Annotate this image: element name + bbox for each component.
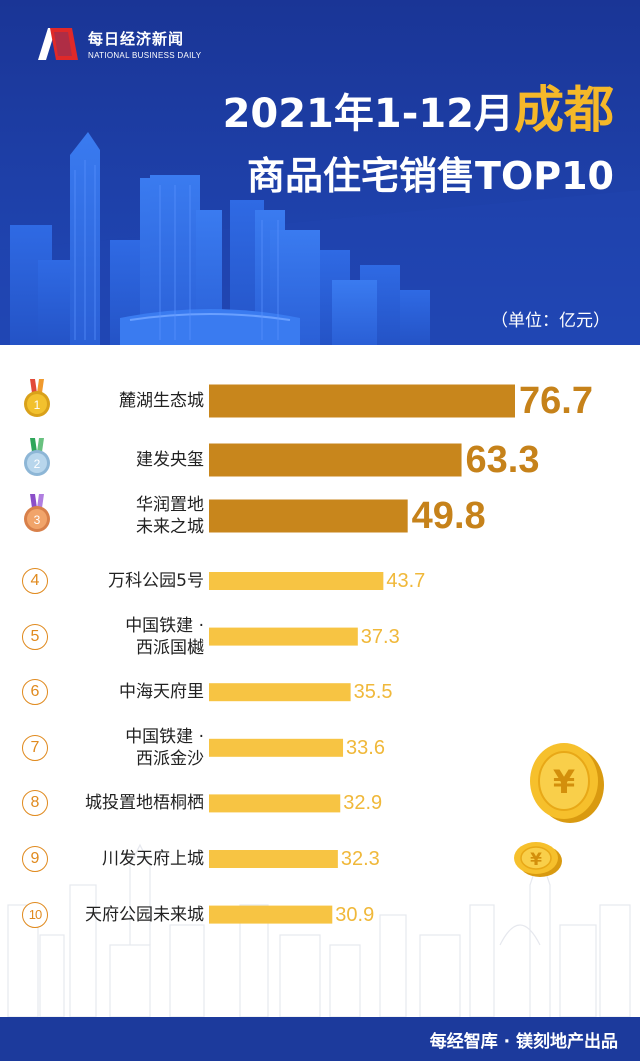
value-label-rank-6: 35.5 — [353, 681, 393, 704]
bar-rank-10 — [209, 905, 333, 924]
gold-coin-icon: ¥ — [530, 743, 604, 823]
title-city: 成都 — [514, 81, 614, 139]
category-label-rank-4: 万科公园5号 — [108, 571, 204, 591]
bronze-medal-icon: 3 — [24, 494, 50, 532]
bars-layer — [209, 384, 515, 924]
value-label-rank-1: 76.7 — [519, 380, 593, 422]
rank-number-5: 5 — [22, 623, 48, 650]
svg-text:1: 1 — [34, 398, 41, 412]
small-coin-icon: ¥ — [514, 842, 562, 877]
gold-medal-icon: 1 — [24, 379, 50, 417]
rank-number-8: 8 — [22, 790, 48, 817]
svg-text:¥: ¥ — [553, 763, 575, 801]
title-period: 2021年1-12月 — [222, 91, 514, 137]
category-label-rank-9: 川发天府上城 — [102, 849, 204, 869]
value-label-rank-5: 37.3 — [360, 625, 400, 648]
bar-rank-8 — [209, 794, 341, 813]
rank-number-10: 10 — [22, 901, 48, 928]
brand-name-cn: 每日经济新闻 — [88, 30, 185, 48]
rank-number-4: 4 — [22, 568, 48, 594]
svg-text:2: 2 — [34, 457, 41, 471]
category-label-rank-8: 城投置地梧桐栖 — [85, 793, 204, 814]
bar-rank-9 — [209, 850, 338, 868]
footer-bar: 每经智库 · 镁刻地产出品 — [0, 1017, 640, 1061]
bar-rank-1 — [209, 384, 515, 418]
category-label-rank-3: 华润置地 未来之城 — [136, 495, 204, 537]
value-label-rank-8: 32.9 — [343, 792, 383, 815]
value-label-rank-9: 32.3 — [340, 848, 380, 870]
bar-rank-7 — [209, 738, 344, 757]
bar-rank-4 — [209, 572, 384, 590]
bar-rank-5 — [209, 627, 358, 646]
category-label-rank-2: 建发央玺 — [136, 450, 204, 470]
value-label-rank-3: 49.8 — [411, 495, 486, 537]
unit-label: （单位：亿元） — [491, 311, 610, 331]
skyline-illustration — [0, 0, 640, 345]
category-label-rank-6: 中海天府里 — [119, 682, 204, 703]
rank-number-9: 9 — [22, 846, 48, 872]
brand-logo-icon — [36, 26, 80, 62]
bar-rank-2 — [209, 443, 462, 477]
bar-rank-6 — [209, 683, 351, 702]
value-label-rank-10: 30.9 — [335, 903, 375, 926]
brand-name-en: NATIONAL BUSINESS DAILY — [88, 51, 202, 60]
footer-credit: 每经智库 · 镁刻地产出品 — [429, 1032, 618, 1052]
category-label-rank-10: 天府公园未来城 — [85, 904, 204, 925]
bar-rank-3 — [209, 499, 408, 533]
silver-medal-icon: 2 — [24, 438, 50, 476]
page-title-line2: 商品住宅销售TOP10 — [247, 154, 614, 198]
value-label-rank-7: 33.6 — [346, 736, 385, 759]
category-label-rank-1: 麓湖生态城 — [119, 391, 204, 411]
rank-number-7: 7 — [22, 734, 48, 761]
page-title-line1: 2021年1-12月成都 — [223, 82, 614, 142]
value-label-rank-2: 63.3 — [465, 439, 540, 481]
svg-text:3: 3 — [34, 513, 41, 527]
svg-text:¥: ¥ — [530, 850, 542, 870]
category-label-rank-5: 中国铁建 · 西派国樾 — [125, 615, 204, 658]
value-label-rank-4: 43.7 — [386, 570, 426, 592]
header-banner: 每日经济新闻 NATIONAL BUSINESS DAILY 2021年1-12… — [0, 0, 640, 345]
rank-number-6: 6 — [22, 679, 48, 706]
brand-logo: 每日经济新闻 NATIONAL BUSINESS DAILY — [36, 26, 201, 62]
category-label-rank-7: 中国铁建 · 西派金沙 — [125, 726, 204, 769]
ranking-chart: ¥ ¥ 76.7 麓湖生态城 1 63.3 建发央玺 2 49.8 华润置地 未来之城 3 43.7… — [0, 345, 640, 1017]
